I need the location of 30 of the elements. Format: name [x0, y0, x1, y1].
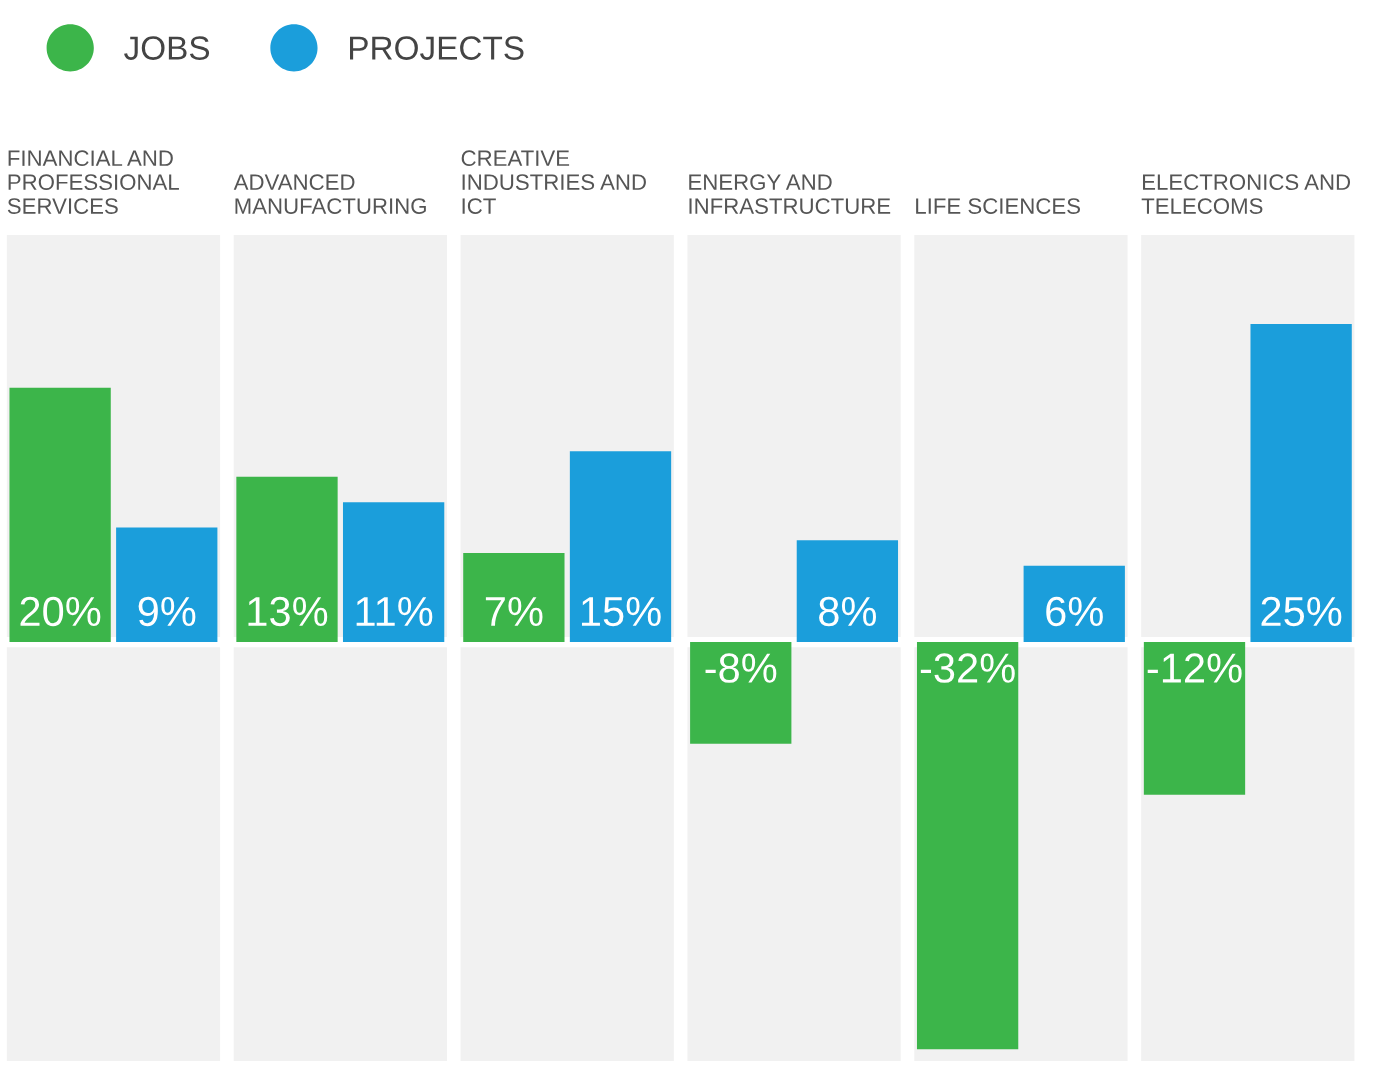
- legend-label: PROJECTS: [350, 36, 524, 60]
- x-tick-label: FINANCIAL AND PROFESSIONAL SERVICES: [7, 150, 179, 214]
- data-label: -12%: [1147, 653, 1242, 683]
- data-label: 15%: [581, 596, 661, 627]
- bar: [342, 502, 445, 643]
- bar: [1143, 642, 1246, 795]
- x-tick-label: LIFE SCIENCES: [916, 198, 1080, 214]
- bar: [569, 451, 672, 643]
- x-tick-label: ADVANCED MANUFACTURING: [233, 174, 426, 214]
- data-label: 11%: [356, 596, 433, 627]
- data-label: 6%: [1046, 596, 1103, 627]
- bar: [690, 642, 792, 744]
- bar: [463, 553, 565, 643]
- bar: [9, 387, 111, 643]
- bar: [116, 527, 218, 643]
- data-label: 25%: [1261, 596, 1342, 627]
- data-label: 13%: [248, 596, 328, 627]
- data-label: -32%: [920, 653, 1015, 683]
- x-tick-label: ELECTRONICS AND TELECOMS: [1141, 174, 1351, 214]
- data-label: 8%: [819, 596, 877, 627]
- bar: [1023, 565, 1125, 643]
- data-label: -8%: [705, 653, 777, 683]
- data-label: 7%: [485, 596, 543, 627]
- x-tick-label: ENERGY AND INFRASTRUCTURE: [689, 174, 891, 214]
- data-label: 20%: [20, 596, 101, 627]
- x-tick-label: CREATIVE INDUSTRIES AND ICT: [461, 150, 646, 214]
- data-label: 9%: [138, 596, 196, 627]
- bar: [796, 540, 899, 643]
- legend-label: JOBS: [124, 36, 210, 60]
- bar: [236, 476, 338, 643]
